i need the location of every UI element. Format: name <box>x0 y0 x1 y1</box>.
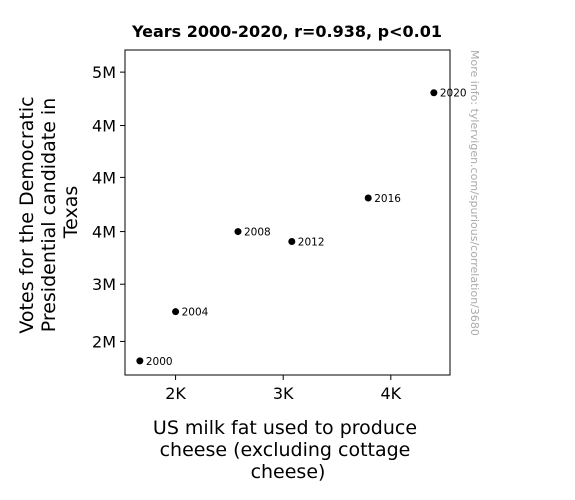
y-axis-label-line-2: Presidential candidate in <box>38 98 60 333</box>
x-axis-label-line-1: US milk fat used to produce <box>153 417 417 439</box>
data-point <box>364 194 372 202</box>
y-tick-label: 3M <box>92 275 116 294</box>
y-axis-label-line-3: Texas <box>60 186 82 240</box>
y-tick-label: 4M <box>92 117 116 136</box>
data-point <box>172 308 180 316</box>
y-tick-label: 4M <box>92 223 116 242</box>
chart-title: Years 2000-2020, r=0.938, p<0.01 <box>131 22 442 41</box>
data-point-label: 2016 <box>374 193 401 205</box>
y-axis-label-line-1: Votes for the Democratic <box>16 96 38 333</box>
plot-area <box>124 49 451 376</box>
y-tick-label: 5M <box>92 63 116 82</box>
x-axis-label-line-3: cheese) <box>251 461 326 483</box>
data-points: 2000 2004 2008 2012 2016 2020 <box>136 88 467 368</box>
x-axis-label: US milk fat used to produce cheese (excl… <box>153 417 423 483</box>
y-tick-label: 2M <box>92 332 116 351</box>
data-point-label: 2000 <box>146 356 173 368</box>
data-point <box>234 228 242 236</box>
y-axis-label: Votes for the Democratic Presidential ca… <box>16 90 82 333</box>
watermark: More info: tylervigen.com/spurious/corre… <box>468 50 481 336</box>
x-tick-label: 4K <box>380 384 401 403</box>
y-tick-label: 4M <box>92 168 116 187</box>
x-axis: 2K 3K 4K <box>165 375 402 403</box>
svg-text:Votes for the Democratic: Votes for the Democratic Presidential ca… <box>16 90 82 333</box>
y-axis: 2M 3M 4M 4M 4M 5M <box>92 63 125 351</box>
data-point <box>136 357 144 365</box>
x-tick-label: 3K <box>273 384 294 403</box>
x-axis-label-line-2: cheese (excluding cottage <box>160 439 411 461</box>
data-point-label: 2012 <box>298 236 325 248</box>
data-point-label: 2008 <box>244 227 271 239</box>
data-point-label: 2004 <box>182 307 209 319</box>
data-point <box>430 89 438 97</box>
data-point <box>288 237 296 245</box>
x-tick-label: 2K <box>165 384 186 403</box>
data-point-label: 2020 <box>440 88 467 100</box>
